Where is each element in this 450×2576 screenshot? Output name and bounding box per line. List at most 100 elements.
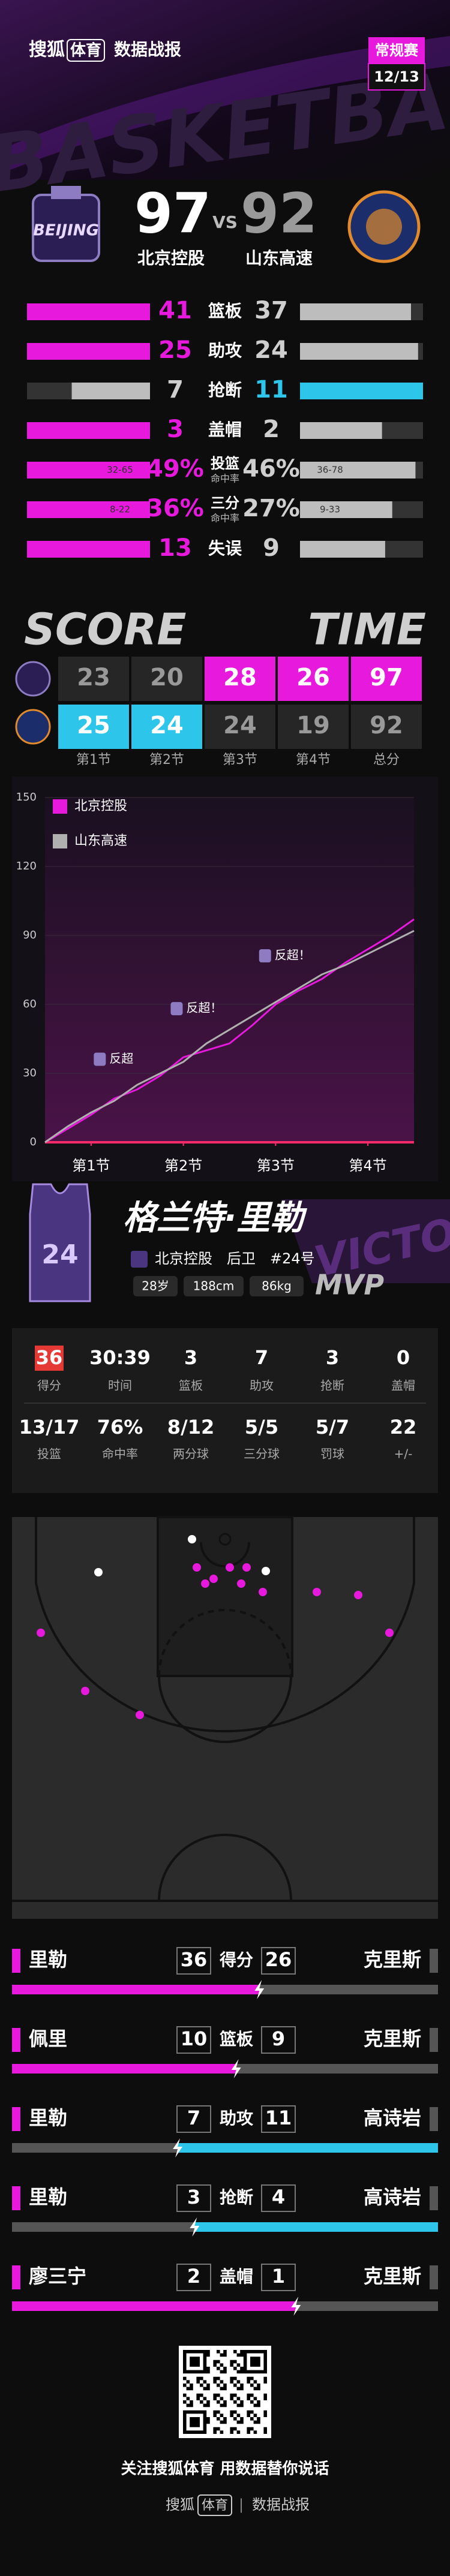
- paint: [157, 1516, 293, 1677]
- away-leader-name: 高诗岩: [364, 2186, 421, 2208]
- missed-shot: [188, 1535, 196, 1543]
- jersey-shape: [29, 1183, 91, 1302]
- y-tick-label: 120: [16, 860, 37, 872]
- home-logo-text: BEIJING: [33, 222, 99, 240]
- home-stat-value: 13: [158, 534, 192, 562]
- home-leader-name: 里勒: [29, 1948, 67, 1971]
- away-quarter-cell: [205, 705, 275, 749]
- restricted-arc: [200, 1542, 250, 1567]
- shot-chart: [12, 1516, 438, 1919]
- away-leader-value: 11: [265, 2106, 292, 2129]
- player-stat-value: 3: [326, 1346, 339, 1369]
- value-box: [261, 2105, 296, 2133]
- annotation: 反超！: [186, 1001, 222, 1015]
- home-stat-value: 36%: [146, 495, 204, 522]
- player-stat-label: +/-: [394, 1447, 413, 1461]
- home-quarter-cell: [351, 657, 422, 701]
- home-leader-name: 佩里: [29, 2027, 67, 2050]
- annotation-icon: [259, 949, 271, 962]
- footer-separator: |: [239, 2496, 244, 2513]
- badge: 常规赛: [375, 42, 419, 59]
- made-shot: [354, 1591, 362, 1599]
- missed-shot: [94, 1568, 103, 1576]
- away-stat-value: 46%: [242, 455, 300, 483]
- away-stat-detail: 36-78: [317, 465, 343, 476]
- home-quarter-score: 28: [223, 664, 257, 691]
- x-tick-label: 第1节: [72, 1157, 110, 1174]
- value-box: [261, 1947, 296, 1975]
- made-shot: [81, 1687, 89, 1695]
- value-box: [261, 2264, 296, 2291]
- leader-mark: [430, 1949, 438, 1973]
- home-quarter-cell: [278, 657, 349, 701]
- player-weight: 86kg: [262, 1279, 292, 1293]
- away-quarter-cell: [278, 705, 349, 749]
- home-stat-value: 49%: [146, 455, 204, 483]
- home-quarter-score: 23: [77, 664, 110, 691]
- player-stat-label: 罚球: [320, 1447, 344, 1461]
- value-box: [176, 1947, 211, 1975]
- pill: [133, 1276, 178, 1296]
- brand: 搜狐: [29, 40, 65, 61]
- player-stat-value: 8/12: [167, 1416, 214, 1439]
- value-box: [261, 2184, 296, 2212]
- away-stat-value: 2: [263, 416, 280, 443]
- away-stat-detail: 9-33: [320, 504, 340, 515]
- player-stats-box: [12, 1328, 438, 1493]
- team-icon: [131, 1251, 148, 1268]
- player-stat-value: 5/5: [245, 1416, 278, 1439]
- away-leader-name: 克里斯: [364, 2265, 421, 2288]
- value-box: [176, 2105, 211, 2133]
- player-stat-value: 3: [184, 1346, 197, 1369]
- home-leader-bar: [12, 2143, 178, 2153]
- player-stat-label: 盖帽: [391, 1379, 415, 1393]
- player-number: #24号: [270, 1250, 315, 1267]
- leader-mark: [430, 2028, 438, 2052]
- player-stat-label: 命中率: [102, 1447, 138, 1461]
- home-leader-value: 2: [187, 2265, 200, 2288]
- away-quarter-score: 92: [370, 712, 403, 739]
- home-leader-bar: [12, 2064, 236, 2074]
- player-name: 格兰特·里勒: [123, 1199, 307, 1238]
- home-leader-bar: [12, 2301, 296, 2311]
- home-stat-bar: [27, 343, 150, 360]
- date-bg: [368, 63, 425, 91]
- away-leader-name: 高诗岩: [364, 2106, 421, 2129]
- player-position: 后卫: [227, 1250, 256, 1267]
- made-shot: [209, 1575, 218, 1583]
- player-stat-label: 得分: [37, 1379, 61, 1393]
- stat-sublabel: 命中率: [211, 473, 239, 484]
- player-team: 北京控股: [155, 1250, 212, 1267]
- made-shot: [136, 1711, 144, 1719]
- player-jersey: 24: [29, 1183, 91, 1302]
- stat-sublabel: 命中率: [211, 513, 239, 524]
- legend-label: 山东高速: [74, 833, 127, 848]
- made-shot: [201, 1579, 209, 1588]
- value-box: [261, 2026, 296, 2054]
- stat-label: 抢断: [208, 380, 242, 400]
- stat-label: 盖帽: [208, 420, 242, 440]
- plot-area: [45, 798, 414, 1142]
- home-quarter-score: 97: [370, 664, 403, 691]
- player-stat-label: 篮板: [179, 1379, 203, 1393]
- away-quarter-cell: [131, 705, 202, 749]
- annotation-icon: [170, 1002, 183, 1016]
- quarter-label: 第4节: [296, 753, 331, 768]
- home-leader-bar: [12, 2222, 195, 2232]
- y-tick-label: 150: [16, 791, 37, 804]
- leader-stat: 助攻: [220, 2108, 254, 2128]
- made-shot: [385, 1629, 394, 1637]
- away-logo: [347, 190, 421, 263]
- leader-stat: 盖帽: [220, 2267, 253, 2286]
- bolt: [254, 1980, 265, 1999]
- value-box: [176, 2264, 211, 2291]
- slogan: 关注搜狐体育 用数据替你说话: [121, 2460, 329, 2478]
- away-leader-value: 9: [272, 2027, 285, 2050]
- home-stat-detail: 8-22: [110, 504, 130, 515]
- annotation: 反超！: [275, 948, 311, 962]
- y-tick-label: 0: [30, 1136, 37, 1148]
- leader-mark: [12, 2186, 20, 2210]
- away-leader-value: 26: [265, 1948, 292, 1971]
- home-leader-value: 36: [181, 1948, 208, 1971]
- away-stat-value: 27%: [242, 495, 300, 522]
